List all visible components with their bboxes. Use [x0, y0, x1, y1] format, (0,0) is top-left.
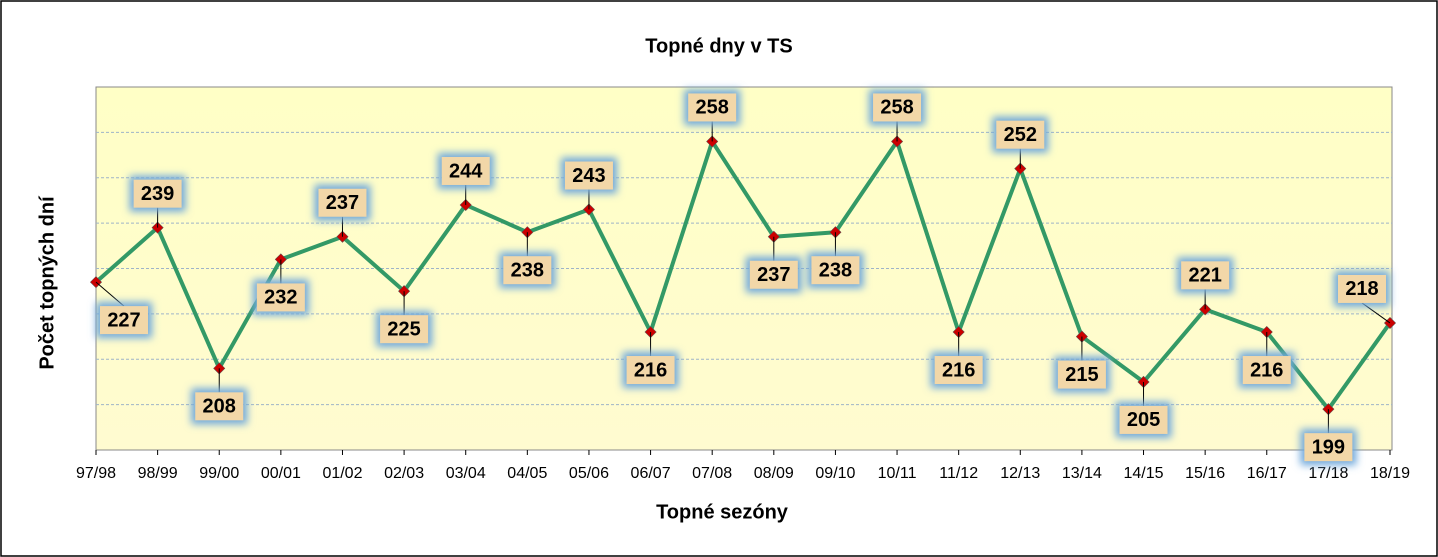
x-tick-label: 04/05 — [507, 465, 547, 482]
label-box — [1304, 433, 1353, 462]
x-tick-label: 15/16 — [1185, 465, 1225, 482]
label-box — [503, 256, 552, 285]
label-box — [195, 392, 244, 421]
label-box — [626, 356, 675, 385]
x-tick-label: 06/07 — [631, 465, 671, 482]
label-box — [749, 260, 798, 289]
label-box — [1119, 405, 1168, 434]
data-label: 237 — [326, 192, 359, 214]
label-box — [1242, 356, 1291, 385]
x-tick-label: 03/04 — [446, 465, 486, 482]
x-tick-label: 09/10 — [815, 465, 855, 482]
x-tick-label: 08/09 — [754, 465, 794, 482]
x-tick-label: 11/12 — [939, 465, 978, 482]
data-label: 258 — [880, 97, 913, 119]
label-box — [1181, 261, 1230, 290]
label-box — [873, 93, 922, 122]
label-box — [256, 283, 305, 312]
data-label: 232 — [264, 287, 297, 309]
x-tick-label: 13/14 — [1062, 465, 1102, 482]
data-label: 243 — [572, 165, 605, 187]
data-label: 216 — [1250, 359, 1283, 381]
x-tick-label: 01/02 — [322, 465, 362, 482]
data-label: 216 — [942, 359, 975, 381]
data-label: 225 — [387, 318, 420, 340]
x-axis-title: Topné sezóny — [656, 501, 789, 523]
label-box — [441, 156, 490, 185]
data-line — [94, 139, 1392, 412]
y-axis-title: Počet topných dní — [36, 195, 58, 370]
x-tick-label: 10/11 — [878, 465, 917, 482]
label-box — [380, 315, 429, 344]
data-label: 238 — [819, 259, 852, 281]
data-label: 238 — [511, 259, 544, 281]
data-label: 221 — [1188, 265, 1221, 287]
data-label: 216 — [634, 359, 667, 381]
x-tick-label: 17/18 — [1308, 465, 1348, 482]
data-label: 237 — [757, 264, 790, 286]
x-tick-label: 12/13 — [1000, 465, 1040, 482]
label-box — [318, 188, 367, 217]
data-label: 218 — [1345, 278, 1378, 300]
label-box — [934, 356, 983, 385]
x-tick-label: 18/19 — [1370, 465, 1410, 482]
data-label: 215 — [1065, 364, 1098, 386]
label-box — [996, 120, 1045, 149]
label-box — [100, 306, 148, 335]
data-label: 227 — [107, 309, 140, 331]
label-box — [1057, 360, 1106, 389]
data-label: 258 — [696, 97, 729, 119]
label-box — [133, 179, 182, 208]
x-tick-label: 14/15 — [1124, 465, 1164, 482]
label-box — [1338, 274, 1386, 303]
x-tick-label: 16/17 — [1247, 465, 1287, 482]
data-label: 208 — [203, 396, 236, 418]
chart-title: Topné dny v TS — [645, 35, 792, 57]
data-label: 239 — [141, 183, 174, 205]
x-tick-label: 07/08 — [692, 465, 732, 482]
label-box — [688, 93, 737, 122]
x-tick-label: 05/06 — [569, 465, 609, 482]
data-label: 252 — [1004, 124, 1037, 146]
x-tick-label: 00/01 — [261, 465, 301, 482]
data-label: 244 — [449, 160, 483, 182]
x-tick-label: 97/98 — [76, 465, 116, 482]
label-box — [564, 161, 613, 190]
data-label: 199 — [1312, 436, 1345, 458]
label-box — [811, 256, 860, 285]
x-tick-label: 98/99 — [138, 465, 178, 482]
data-label: 205 — [1127, 409, 1160, 431]
x-tick-label: 99/00 — [199, 465, 239, 482]
x-tick-label: 02/03 — [384, 465, 424, 482]
